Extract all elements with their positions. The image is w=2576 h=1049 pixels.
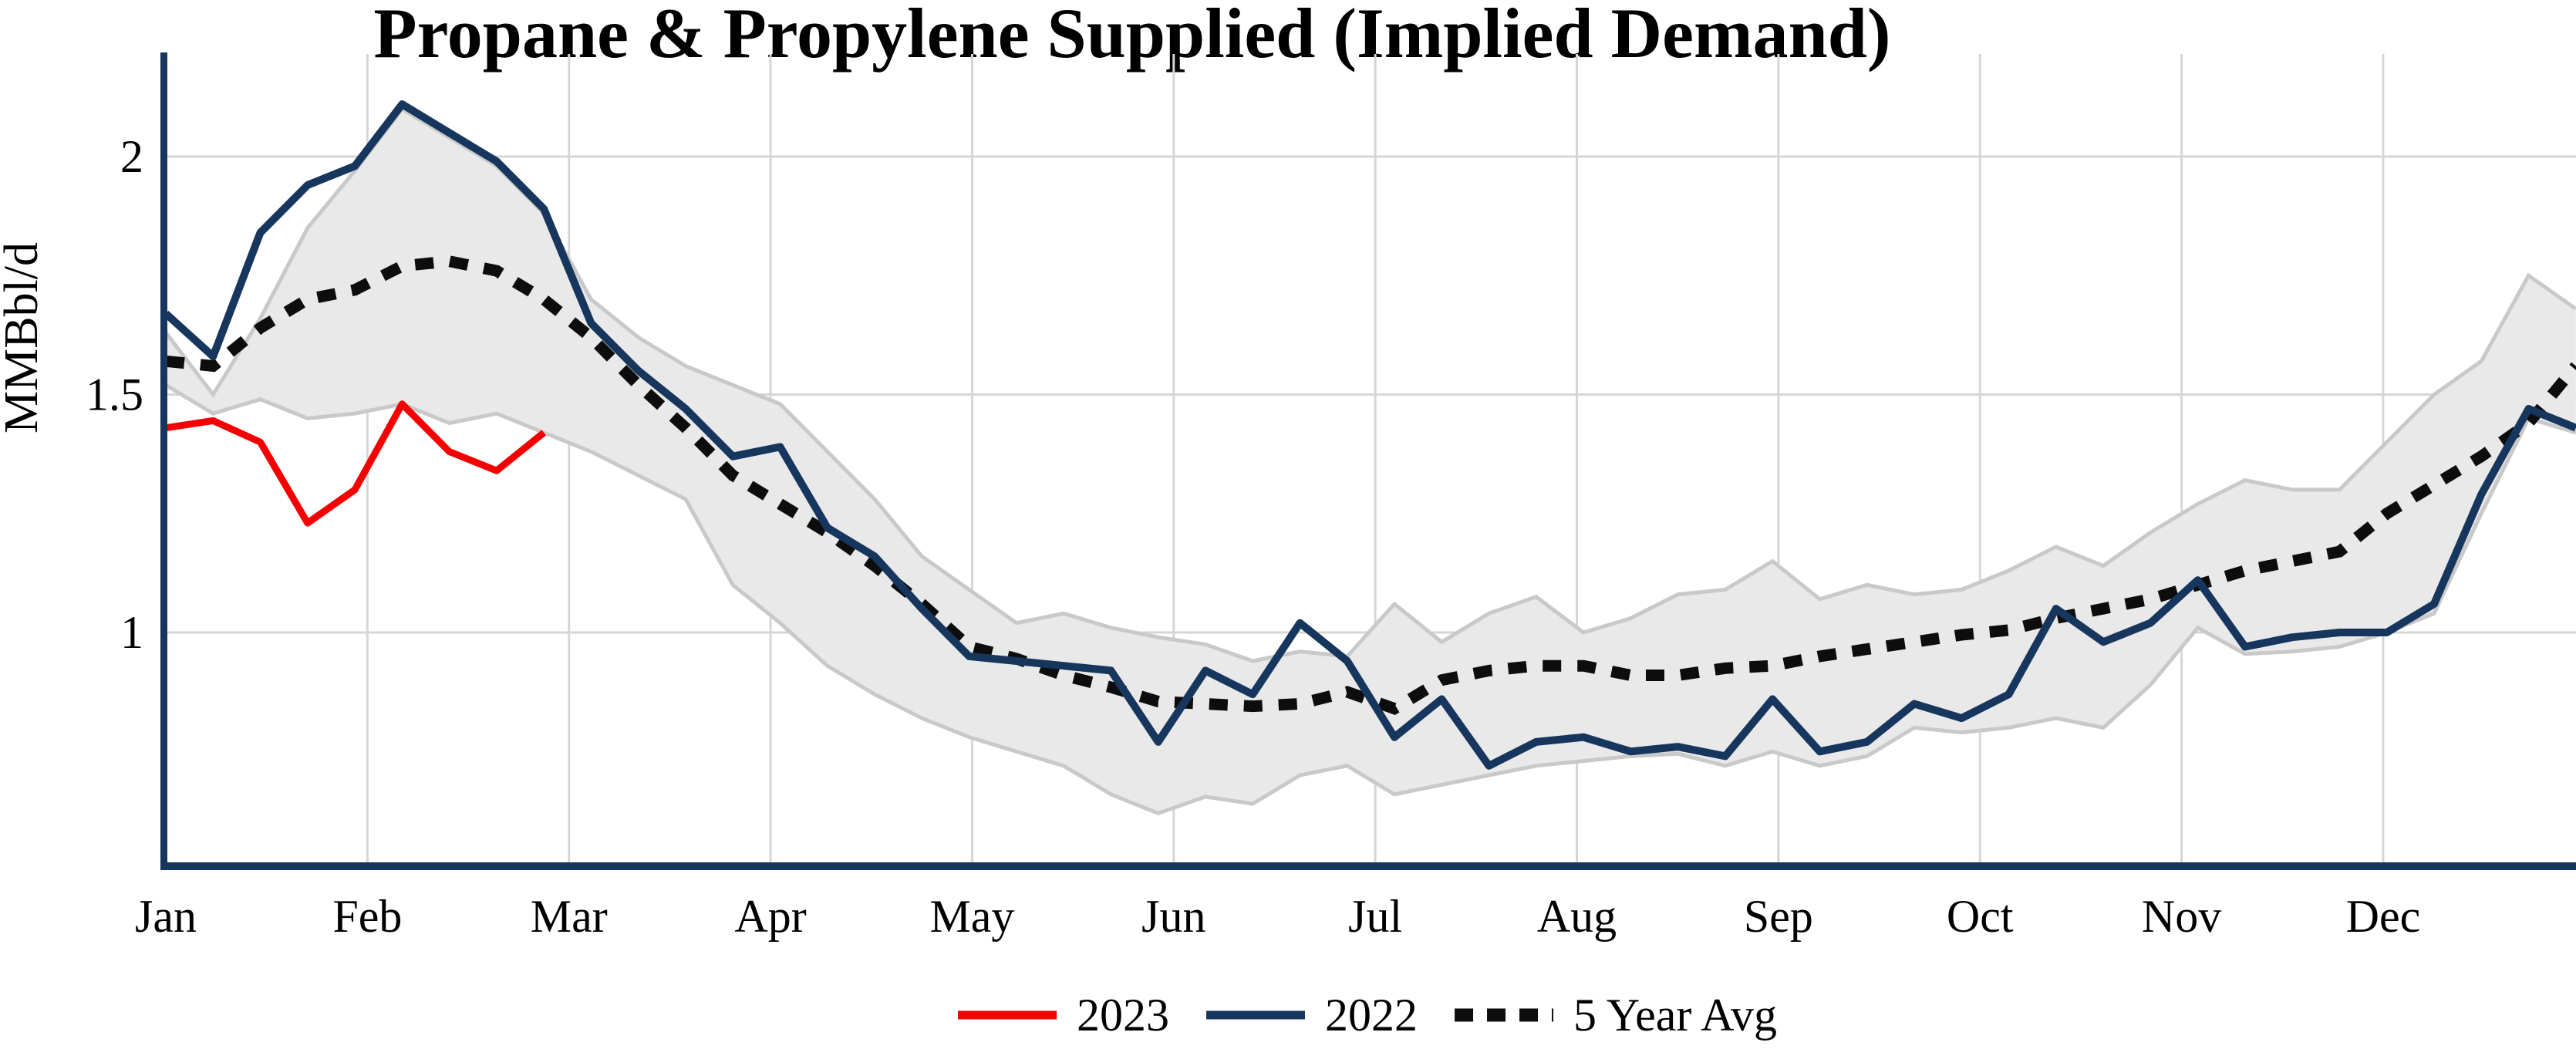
x-tick-label-oct: Oct [1947,891,2014,942]
legend-swatch-line-icon [1206,1010,1306,1020]
series-2023 [165,400,547,527]
range-band-lower-edge [164,383,2576,816]
series-2022 [163,100,2576,770]
x-axis-line [160,862,2576,870]
series-5-year-avg [165,255,2576,715]
legend-item-2023: 2023 [956,992,1169,1038]
x-tick-label-jul: Jul [1348,891,1402,942]
x-tick-label-aug: Aug [1537,891,1617,942]
y-tick-label: 1 [120,607,143,658]
legend-label: 2023 [1077,990,1170,1041]
y-axis-title: MMBbl/d [0,242,48,433]
legend-item-2022: 2022 [1205,992,1418,1038]
legend-swatch-line-icon [958,1010,1057,1020]
chart-title: Propane & Propylene Supplied (Implied De… [373,0,1891,73]
legend-swatch-dotted-icon [1455,1008,1554,1022]
x-tick-label-feb: Feb [332,891,402,942]
x-tick-label-may: May [929,891,1014,942]
range-band [166,109,2576,814]
legend-label: 5 Year Avg [1573,990,1777,1041]
x-tick-label-mar: Mar [531,891,608,942]
x-tick-label-jun: Jun [1141,891,1205,942]
y-axis-line [160,52,167,870]
x-tick-label-jan: Jan [135,891,197,942]
legend-label: 2022 [1325,990,1418,1041]
legend-item-5-year-avg: 5 Year Avg [1453,992,1777,1038]
x-tick-label-sep: Sep [1744,891,1813,942]
y-tick-label: 1.5 [86,369,143,420]
y-tick-label: 2 [120,131,143,182]
x-tick-label-dec: Dec [2346,891,2421,942]
chart-legend: 2023 2022 5 Year Avg [956,992,1777,1038]
x-tick-label-apr: Apr [734,891,806,942]
x-tick-label-nov: Nov [2142,891,2221,942]
